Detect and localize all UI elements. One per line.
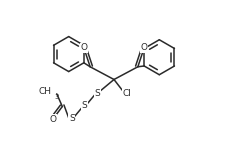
Text: S: S	[94, 89, 100, 97]
Text: 3: 3	[54, 94, 59, 100]
Text: S: S	[69, 114, 74, 123]
Text: Cl: Cl	[122, 89, 131, 97]
Text: O: O	[49, 115, 56, 124]
Text: O: O	[80, 43, 87, 52]
Text: CH: CH	[38, 87, 51, 96]
Text: S: S	[81, 101, 87, 110]
Text: O: O	[140, 43, 147, 52]
